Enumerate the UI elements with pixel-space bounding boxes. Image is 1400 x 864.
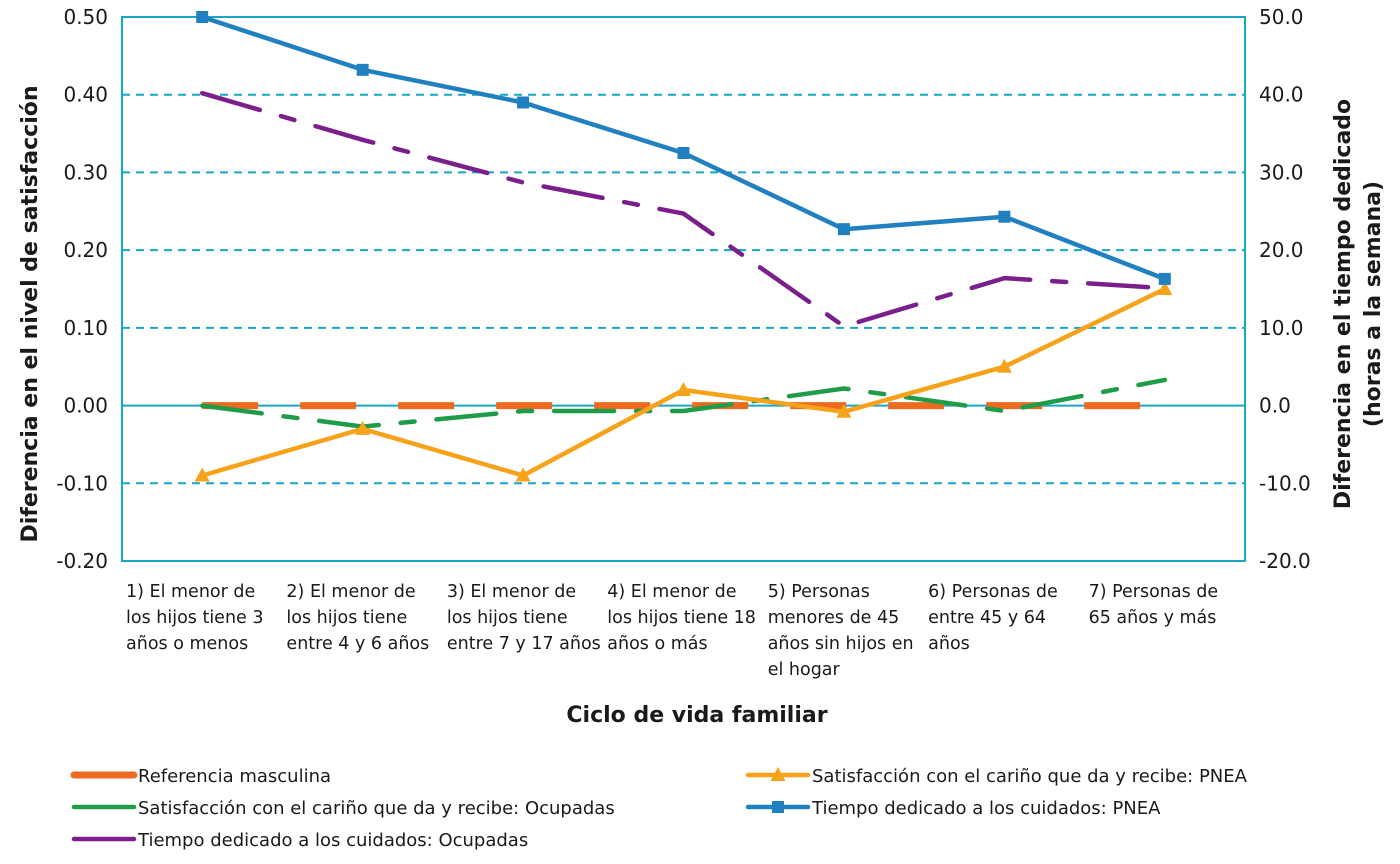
category-labels: 1) El menor de los hijos tiene 3 años o me…: [126, 582, 1218, 680]
grid-layer: [122, 93, 1245, 485]
legend-item: Tiempo dedicado a los cuidados: PNEA: [745, 798, 1161, 819]
data-point-square: [356, 63, 369, 76]
y-right-tick-label: 30.0: [1259, 160, 1304, 184]
y-right-tick-label: 50.0: [1259, 5, 1304, 29]
y-left-tick-label: -0.10: [56, 471, 108, 495]
series-line: [199, 90, 1168, 329]
x-axis-title: Ciclo de vida familiar: [566, 703, 827, 728]
data-point-triangle: [355, 420, 371, 435]
y-right-tick-label: 20.0: [1259, 238, 1304, 262]
legend-marker: [772, 801, 784, 813]
legend-label: Tiempo dedicado a los cuidados: PNEA: [811, 798, 1161, 819]
data-point-triangle: [676, 382, 691, 397]
legend-item: Referencia masculina: [70, 766, 331, 787]
plot-area-frame: [121, 16, 1246, 562]
x-category-label: 4) El menor de los hijos tiene 18 años o m…: [607, 582, 756, 654]
x-category-label: 5) Personas menores de 45 años sin hijos e…: [768, 582, 914, 680]
y-left-tick-label: -0.20: [56, 549, 108, 573]
series-layer: [194, 11, 1173, 482]
data-point-triangle: [515, 467, 531, 482]
y-right-tick-label: 10.0: [1259, 316, 1304, 340]
y-left-tick-label: 0.10: [63, 316, 108, 340]
legend-item: Satisfacción con el cariño que da y reci…: [745, 766, 1248, 787]
y-axis-right-title-line-1: Diferencia en el tiempo dedicado: [1331, 99, 1356, 509]
data-point-square: [998, 210, 1011, 223]
x-category-label: 7) Personas de 65 años y más: [1089, 582, 1219, 628]
data-point-square: [1158, 272, 1171, 285]
y-axis-right-title-line-2: (horas a la semana): [1361, 181, 1386, 427]
data-point-triangle: [194, 467, 210, 482]
y-left-tick-label: 0.30: [63, 160, 108, 184]
y-right-tick-label: -10.0: [1259, 471, 1311, 495]
data-point-square: [196, 11, 209, 23]
legend: Referencia masculina Satisfacción con el …: [70, 766, 1248, 851]
data-point-square: [517, 96, 530, 109]
tick-layer: 0.50 50.0 0.40 40.0 0.30 30.0 0.20 20.0 0.10 10.0…: [56, 5, 1311, 573]
y-right-tick-label: 40.0: [1259, 83, 1304, 107]
data-point-triangle: [996, 358, 1012, 373]
x-category-label: 6) Personas de entre 45 y 64 años: [928, 582, 1058, 654]
legend-label: Referencia masculina: [138, 766, 331, 787]
data-point-triangle: [836, 403, 852, 418]
y-left-tick-label: 0.00: [63, 394, 108, 418]
data-point-square: [837, 223, 850, 236]
y-axis-left-title: Diferencia en el nivel de satisfacción: [18, 85, 43, 542]
y-left-tick-label: 0.40: [63, 83, 108, 107]
legend-label: Tiempo dedicado a los cuidados: Ocupadas: [137, 830, 528, 851]
legend-item: Tiempo dedicado a los cuidados: Ocupadas: [71, 830, 528, 851]
legend-item: Satisfacción con el cariño que da y reci…: [71, 798, 615, 819]
y-right-tick-label: -20.0: [1259, 549, 1311, 573]
x-category-label: 1) El menor de los hijos tiene 3 años o me…: [126, 582, 264, 654]
y-left-tick-label: 0.20: [63, 238, 108, 262]
x-category-label: 3) El menor de los hijos tiene entre 7 y 1…: [447, 582, 601, 654]
y-right-tick-label: 0.0: [1259, 394, 1291, 418]
legend-label: Satisfacción con el cariño que da y reci…: [812, 766, 1248, 787]
y-left-tick-label: 0.50: [63, 5, 108, 29]
legend-label: Satisfacción con el cariño que da y reci…: [138, 798, 615, 819]
legend-marker: [770, 767, 786, 781]
data-point-triangle: [1157, 281, 1173, 295]
data-point-square: [677, 147, 690, 159]
x-category-label: 2) El menor de los hijos tiene entre 4 y 6…: [286, 582, 429, 654]
